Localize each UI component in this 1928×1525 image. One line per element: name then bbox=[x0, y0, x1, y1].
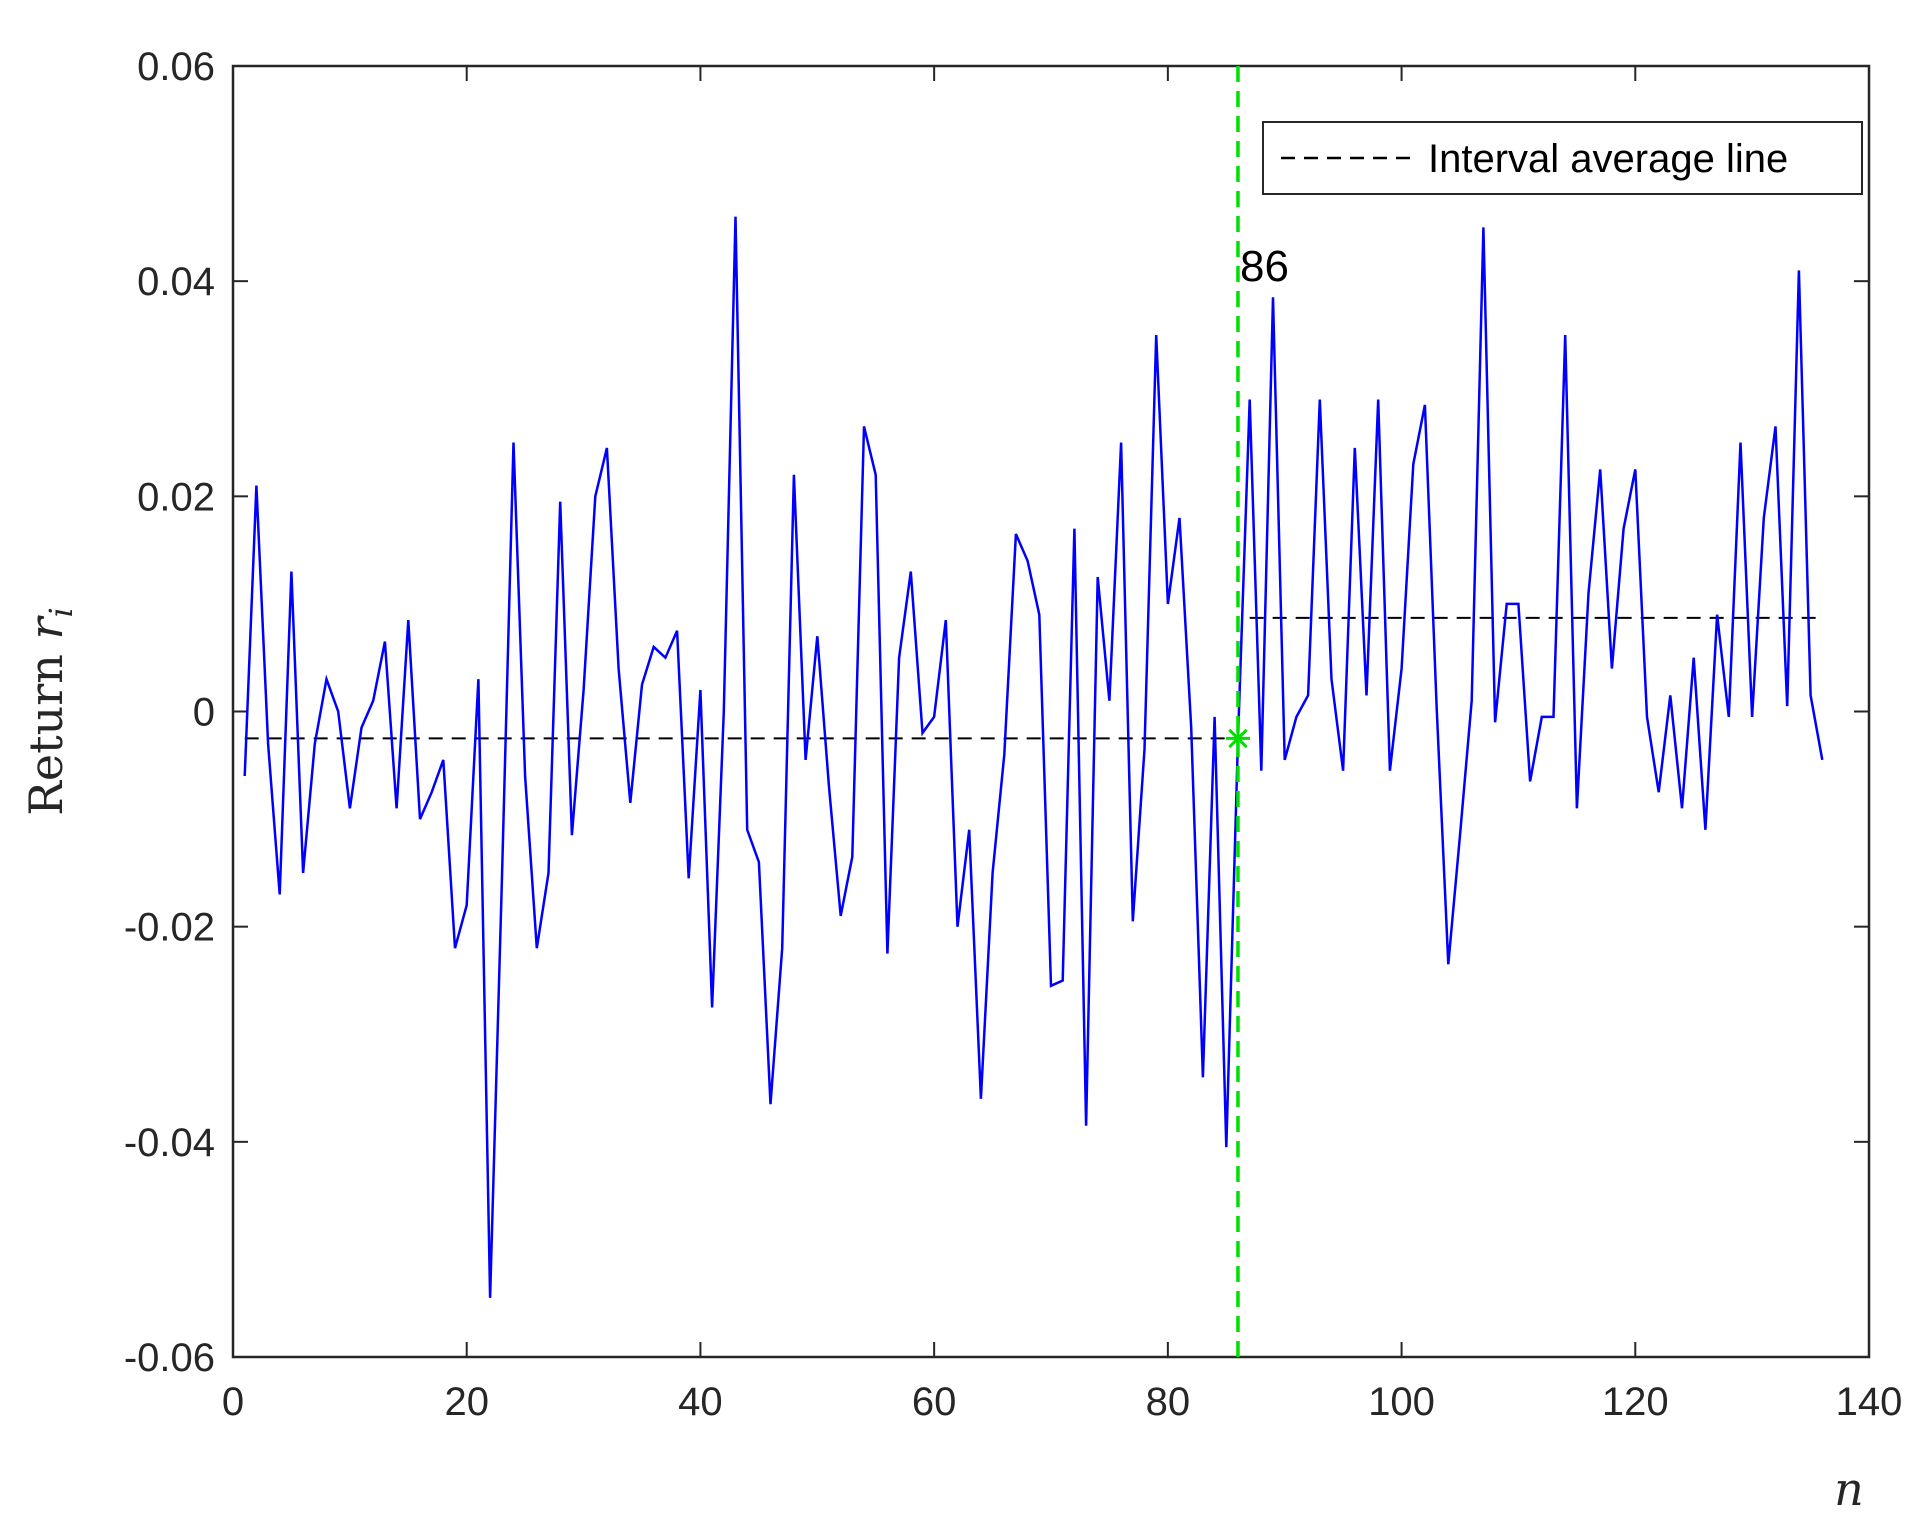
x-tick-label: 0 bbox=[222, 1380, 244, 1424]
x-tick-label: 20 bbox=[444, 1380, 489, 1424]
series-group bbox=[243, 216, 1824, 1298]
change-point-group: 86 bbox=[1225, 66, 1289, 1357]
y-tick-label: 0.06 bbox=[137, 45, 215, 89]
x-tick-label: 100 bbox=[1368, 1380, 1435, 1424]
ticks-group: 0 20 40 60 80 100 120 140 -0.06 -0.04 -0.02 0 0.02 0.… bbox=[124, 45, 1903, 1424]
x-tick-label: 40 bbox=[678, 1380, 723, 1424]
x-tick-label: 80 bbox=[1146, 1380, 1191, 1424]
y-tick-label: -0.04 bbox=[124, 1121, 215, 1165]
axis-labels-group: n Return ri bbox=[19, 607, 1864, 1516]
y-axis-label-symbol: r bbox=[19, 615, 73, 640]
x-axis-label: n bbox=[1834, 1462, 1864, 1516]
x-tick-label: 120 bbox=[1602, 1380, 1669, 1424]
y-axis-label-subscript: i bbox=[42, 607, 80, 617]
y-axis-label: Return ri bbox=[19, 607, 80, 815]
interval-average-group bbox=[244, 616, 1823, 740]
change-point-label: 86 bbox=[1240, 242, 1289, 291]
y-tick-label: 0.04 bbox=[137, 260, 215, 304]
legend-group: Interval average line bbox=[1262, 121, 1863, 195]
y-tick-label: 0 bbox=[193, 691, 215, 735]
legend-label: Interval average line bbox=[1428, 137, 1788, 181]
change-point-marker bbox=[1225, 726, 1250, 751]
x-tick-label: 60 bbox=[912, 1380, 957, 1424]
y-tick-label: -0.06 bbox=[124, 1336, 215, 1380]
return-series-line bbox=[243, 216, 1824, 1298]
y-tick-label: -0.02 bbox=[124, 906, 215, 950]
change-point-marker-stroke bbox=[1228, 728, 1248, 749]
y-tick-label: 0.02 bbox=[137, 475, 215, 519]
x-tick-label: 140 bbox=[1836, 1380, 1903, 1424]
y-axis-label-word: Return bbox=[19, 640, 73, 816]
